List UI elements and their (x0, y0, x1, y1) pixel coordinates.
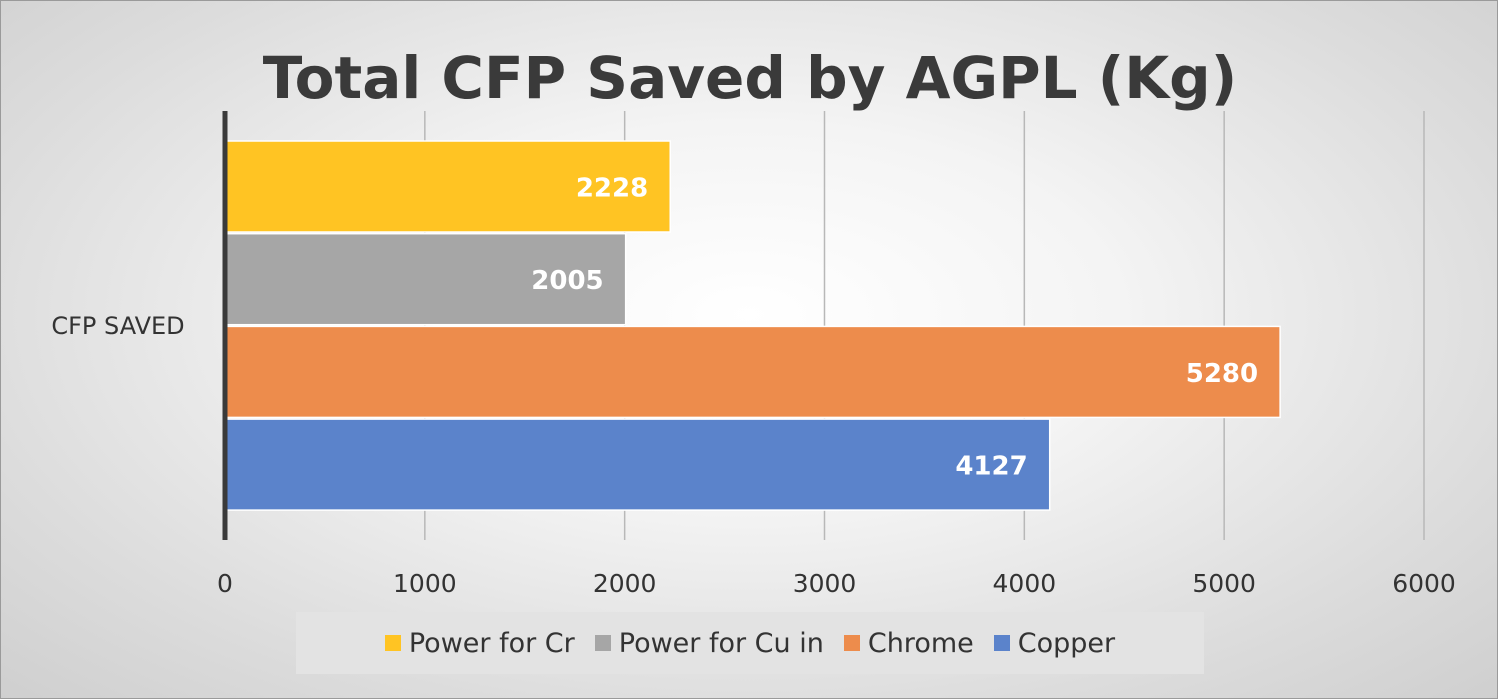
data-labels: 2228 2005 5280 4127 (531, 174, 1258, 482)
data-label: 2228 (576, 174, 648, 204)
legend: Power for Cr Power for Cu in Chrome Copp… (296, 612, 1204, 674)
legend-swatch-copper (993, 635, 1010, 651)
legend-swatch-power-for-cr (384, 635, 401, 651)
bar-copper[interactable] (224, 418, 1051, 511)
data-label: 2005 (531, 266, 603, 296)
bar-power-for-cu-in[interactable] (224, 232, 627, 326)
legend-swatch-chrome (843, 635, 860, 651)
chart-title: Total CFP Saved by AGPL (Kg) (263, 44, 1237, 112)
legend-item-chrome[interactable]: Chrome (843, 627, 974, 659)
legend-label: Power for Cr (408, 627, 575, 659)
legend-item-copper[interactable]: Copper (993, 627, 1116, 659)
legend-item-power-for-cu-in[interactable]: Power for Cu in (594, 627, 824, 659)
bar-power-for-cr[interactable] (224, 140, 671, 233)
data-label: 4127 (955, 452, 1027, 482)
x-tick-label: 5000 (1192, 569, 1256, 598)
legend-label: Copper (1017, 627, 1116, 659)
category-label: CFP SAVED (51, 312, 184, 340)
x-tick-label: 0 (217, 569, 233, 598)
x-tick-label: 3000 (793, 569, 857, 598)
legend-swatch-power-for-cu-in (594, 635, 611, 651)
x-tick-label: 2000 (593, 569, 657, 598)
x-tick-label: 4000 (993, 569, 1057, 598)
legend-item-power-for-cr[interactable]: Power for Cr (384, 627, 575, 659)
data-label: 5280 (1186, 359, 1258, 389)
bars (224, 140, 1281, 511)
bar-chrome[interactable] (224, 325, 1281, 419)
legend-label: Power for Cu in (618, 627, 824, 659)
x-axis-ticks: 0 1000 2000 3000 4000 5000 6000 (217, 569, 1456, 598)
legend-label: Chrome (867, 627, 974, 659)
x-tick-label: 6000 (1392, 569, 1456, 598)
x-tick-label: 1000 (393, 569, 457, 598)
